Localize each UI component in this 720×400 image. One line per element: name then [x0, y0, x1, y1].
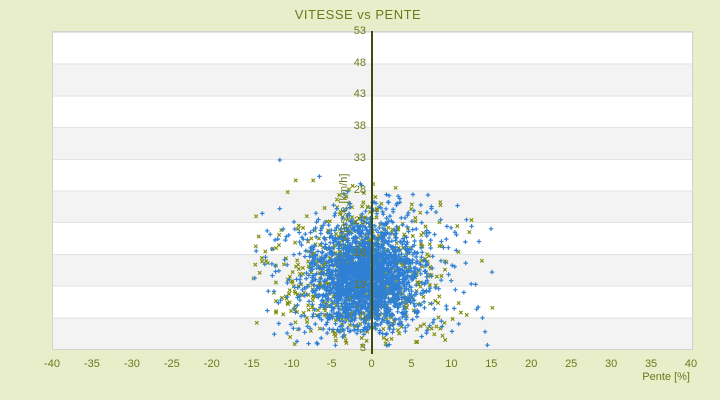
x-tick-label: -15: [243, 358, 260, 370]
x-tick-label: 5: [408, 358, 415, 370]
y-tick-label: 33: [353, 151, 366, 164]
x-tick-label: 20: [525, 358, 538, 370]
x-tick-label: -25: [163, 358, 180, 370]
x-tick-label: -10: [283, 358, 300, 370]
y-tick-label: 28: [353, 183, 366, 196]
y-tick-label: 8: [359, 310, 366, 323]
y-tick-label: 53: [353, 25, 366, 37]
x-tick-label: 0: [368, 358, 375, 370]
x-tick-label: 40: [684, 358, 698, 370]
x-tick-label: 25: [565, 358, 578, 370]
y-axis-line: [370, 31, 373, 354]
y-tick-label: 23: [353, 215, 366, 228]
y-axis-title-text: Vitesse [km/h]: [338, 173, 350, 243]
plot-area: [52, 31, 693, 350]
y-tick-label: 43: [353, 88, 366, 101]
x-tick-label: 15: [485, 358, 498, 370]
y-tick-label: 48: [353, 56, 366, 69]
x-axis-title: Pente [%]: [642, 371, 690, 383]
y-tick-label: 18: [353, 246, 366, 259]
x-tick-label: 35: [644, 358, 658, 370]
x-tick-label: 10: [445, 358, 458, 370]
x-tick-label: -30: [123, 358, 140, 370]
y-tick-label: 3: [359, 342, 366, 354]
x-tick-label: 30: [605, 358, 618, 370]
y-tick-label: 38: [353, 120, 366, 133]
y-tick-label: 13: [353, 278, 366, 291]
x-tick-label: -5: [326, 358, 337, 370]
chart-title: VITESSE vs PENTE: [294, 7, 422, 22]
x-tick-label: -40: [44, 358, 60, 370]
x-tick-label: -35: [83, 358, 100, 370]
x-tick-label: -20: [203, 358, 220, 370]
